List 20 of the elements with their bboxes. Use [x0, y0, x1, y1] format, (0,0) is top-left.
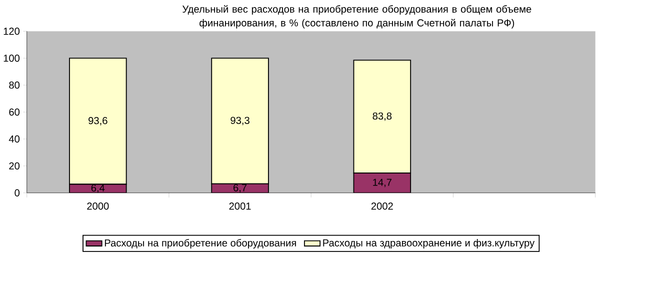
y-tick-label: 0 [14, 189, 20, 196]
chart-title: Удельный вес расходов на приобретение оборудования в общем объеме финанирования, в % (составлено по данным Счетной палаты РФ) [182, 5, 532, 28]
y-tick-label: 40 [8, 135, 20, 143]
y-tick-label: 60 [9, 108, 20, 116]
x-tick-label: 2002 [371, 202, 393, 210]
bar [353, 172, 412, 193]
y-tick-label: 80 [9, 82, 20, 89]
x-tick-label: 2001 [229, 202, 251, 210]
data-label: 14,7 [373, 178, 392, 188]
x-tick-label: 2000 [87, 202, 109, 210]
legend-label: Расходы на здравоохранение и физ.культуру [323, 239, 535, 249]
data-label: 6,7 [234, 184, 247, 193]
data-label: 6,4 [91, 184, 105, 193]
data-label: 83,8 [372, 112, 392, 121]
y-tick-label: 120 [4, 28, 20, 35]
y-tick-label: 20 [9, 162, 20, 170]
y-tick-label: 100 [4, 54, 20, 62]
legend-label: Расходы на приобретение оборудования [104, 239, 296, 249]
data-label: 93,6 [88, 117, 108, 126]
data-label: 93,3 [230, 116, 250, 126]
